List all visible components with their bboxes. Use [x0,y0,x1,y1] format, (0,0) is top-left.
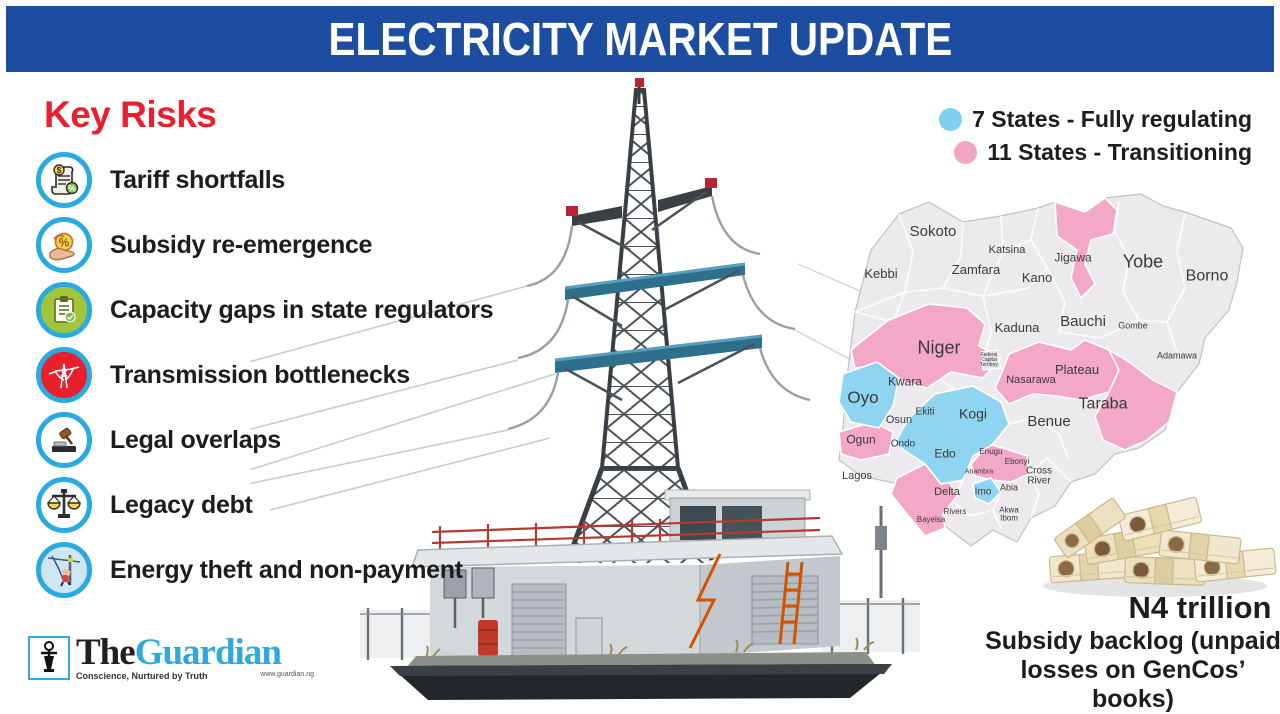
map-state-label: Lagos [842,469,872,482]
risk-label: Transmission bottlenecks [110,360,410,389]
risk-label: Legacy debt [110,490,253,519]
risk-row-subsidy: % Subsidy re-emergence [36,217,493,273]
map-state-label: Bayelsa [916,515,946,525]
grass [425,637,875,659]
map-state-label: Zamfara [951,261,1001,277]
page-title: ELECTRICITY MARKET UPDATE [328,13,952,65]
map-state-label: Kaduna [994,319,1040,335]
roof-railing [431,516,821,550]
risk-label: Subsidy re-emergence [110,230,373,259]
subsidy-hand-coin-icon: % [36,217,92,273]
risk-row-theft: Energy theft and non-payment [36,542,493,598]
risk-label: Tariff shortfalls [110,165,286,194]
backlog-line2: losses on GenCos’ books) [1020,656,1246,713]
svg-text:$: $ [57,166,62,175]
map-state-label: Anambra [964,468,994,476]
tower-middle-arms [564,262,746,328]
nigeria-states-map: Sokoto Kebbi Zamfara Katsina Kano Jigawa Yobe B… [833,192,1260,558]
map-state-label: Benue [1027,412,1071,430]
pole-theft-icon [36,542,92,598]
scales-icon [36,477,92,533]
map-state-label: Delta [934,485,960,498]
map-state-label: Gombe [1118,320,1148,331]
map-state-label: Akwa Ibom [999,505,1019,522]
transmission-tower-icon [36,347,92,403]
naira-cash-stacks-illustration [1043,496,1277,597]
map-state-label: Enugu [979,447,1003,457]
logo-word-the: The [76,632,136,673]
risk-label: Energy theft and non-payment [110,555,463,584]
map-state-label: Nasarawa [1006,373,1056,386]
map-state-label: Abia [999,482,1019,493]
map-state-label: Federal Capital Territory [979,351,999,368]
tower-lower-arms [554,334,763,402]
map-state-label: Ebonyi [1004,457,1030,467]
tower-top-arms [566,178,717,252]
logo-tagline: Conscience, Nurtured by Truth [76,671,208,681]
risk-row-legal: Legal overlaps [36,412,493,468]
map-state-label: Osun [885,413,913,426]
header-bar: ELECTRICITY MARKET UPDATE [6,6,1274,72]
map-state-label: Kogi [958,405,988,422]
legend-row-transitioning: 11 States - Transitioning [930,139,1252,166]
risk-row-tariff: $ % Tariff shortfalls [36,152,493,208]
guardian-logo: TheGuardian Conscience, Nurtured by Trut… [28,634,314,681]
backlog-amount: N4 trillion [1128,590,1272,625]
rollup-door [511,575,819,657]
map-state-label: Jigawa [1054,250,1092,265]
tariff-scroll-icon: $ % [36,152,92,208]
nigeria-map-shapes [838,193,1244,547]
map-state-label: Kebbi [864,265,898,281]
red-barrel [478,620,498,656]
risk-label: Legal overlaps [110,425,281,454]
access-stairs [688,553,804,649]
risk-list: $ % Tariff shortfalls % Subsidy re-emerg… [36,152,494,598]
map-state-label: Ekiti [915,406,935,418]
beacon-light-icon [635,78,644,87]
risk-label: Capacity gaps in state regulators [110,295,494,324]
map-state-label: Ondo [890,438,916,450]
map-state-label: Katsina [988,243,1026,256]
risk-row-capacity: Capacity gaps in state regulators [36,282,494,338]
map-state-label: Imo [974,486,992,498]
svg-text:%: % [59,236,70,250]
map-state-label: Niger [917,337,961,358]
power-lines-left [250,285,556,511]
key-risks-heading: Key Risks [44,94,217,135]
map-state-label: Borno [1185,267,1229,285]
svg-text:%: % [68,184,76,194]
map-state-label: Taraba [1078,395,1128,413]
substation-building-illustration [360,489,920,700]
map-state-label: Adamawa [1156,350,1198,361]
gavel-icon [36,412,92,468]
legend-row-fully-regulating: 7 States - Fully regulating [930,106,1252,133]
map-state-label: Ogun [846,432,876,447]
backlog-description: Subsidy backlog (unpaid losses on GenCos… [980,627,1280,714]
risk-row-legacy: Legacy debt [36,477,493,533]
legend-label: 7 States - Fully regulating [972,106,1252,132]
map-state-label: Edo [934,446,956,461]
map-state-label: Plateau [1054,361,1100,377]
logo-website: www.guardian.ng [260,671,314,678]
backlog-line1: Subsidy backlog (unpaid [985,627,1280,655]
map-state-label: Yobe [1122,251,1164,272]
map-state-label: Bauchi [1060,312,1106,330]
logo-word-guardian: Guardian [134,632,282,673]
map-state-label: Cross River [1025,465,1053,486]
droop-wires [507,195,811,431]
map-state-label: Sokoto [909,222,957,240]
blue-dot-icon [939,108,963,131]
map-state-label: Oyo [847,387,879,407]
legend-label: 11 States - Transitioning [987,139,1252,165]
risk-row-transmission: Transmission bottlenecks [36,347,493,403]
guardian-emblem-icon [28,636,70,680]
map-state-label: Rivers [943,507,967,517]
clipboard-check-icon [36,282,92,338]
map-state-label: Kano [1021,269,1053,285]
pink-dot-icon [954,141,978,164]
map-legend: 7 States - Fully regulating 11 States - … [930,106,1252,166]
map-state-label: Kwara [887,374,923,389]
